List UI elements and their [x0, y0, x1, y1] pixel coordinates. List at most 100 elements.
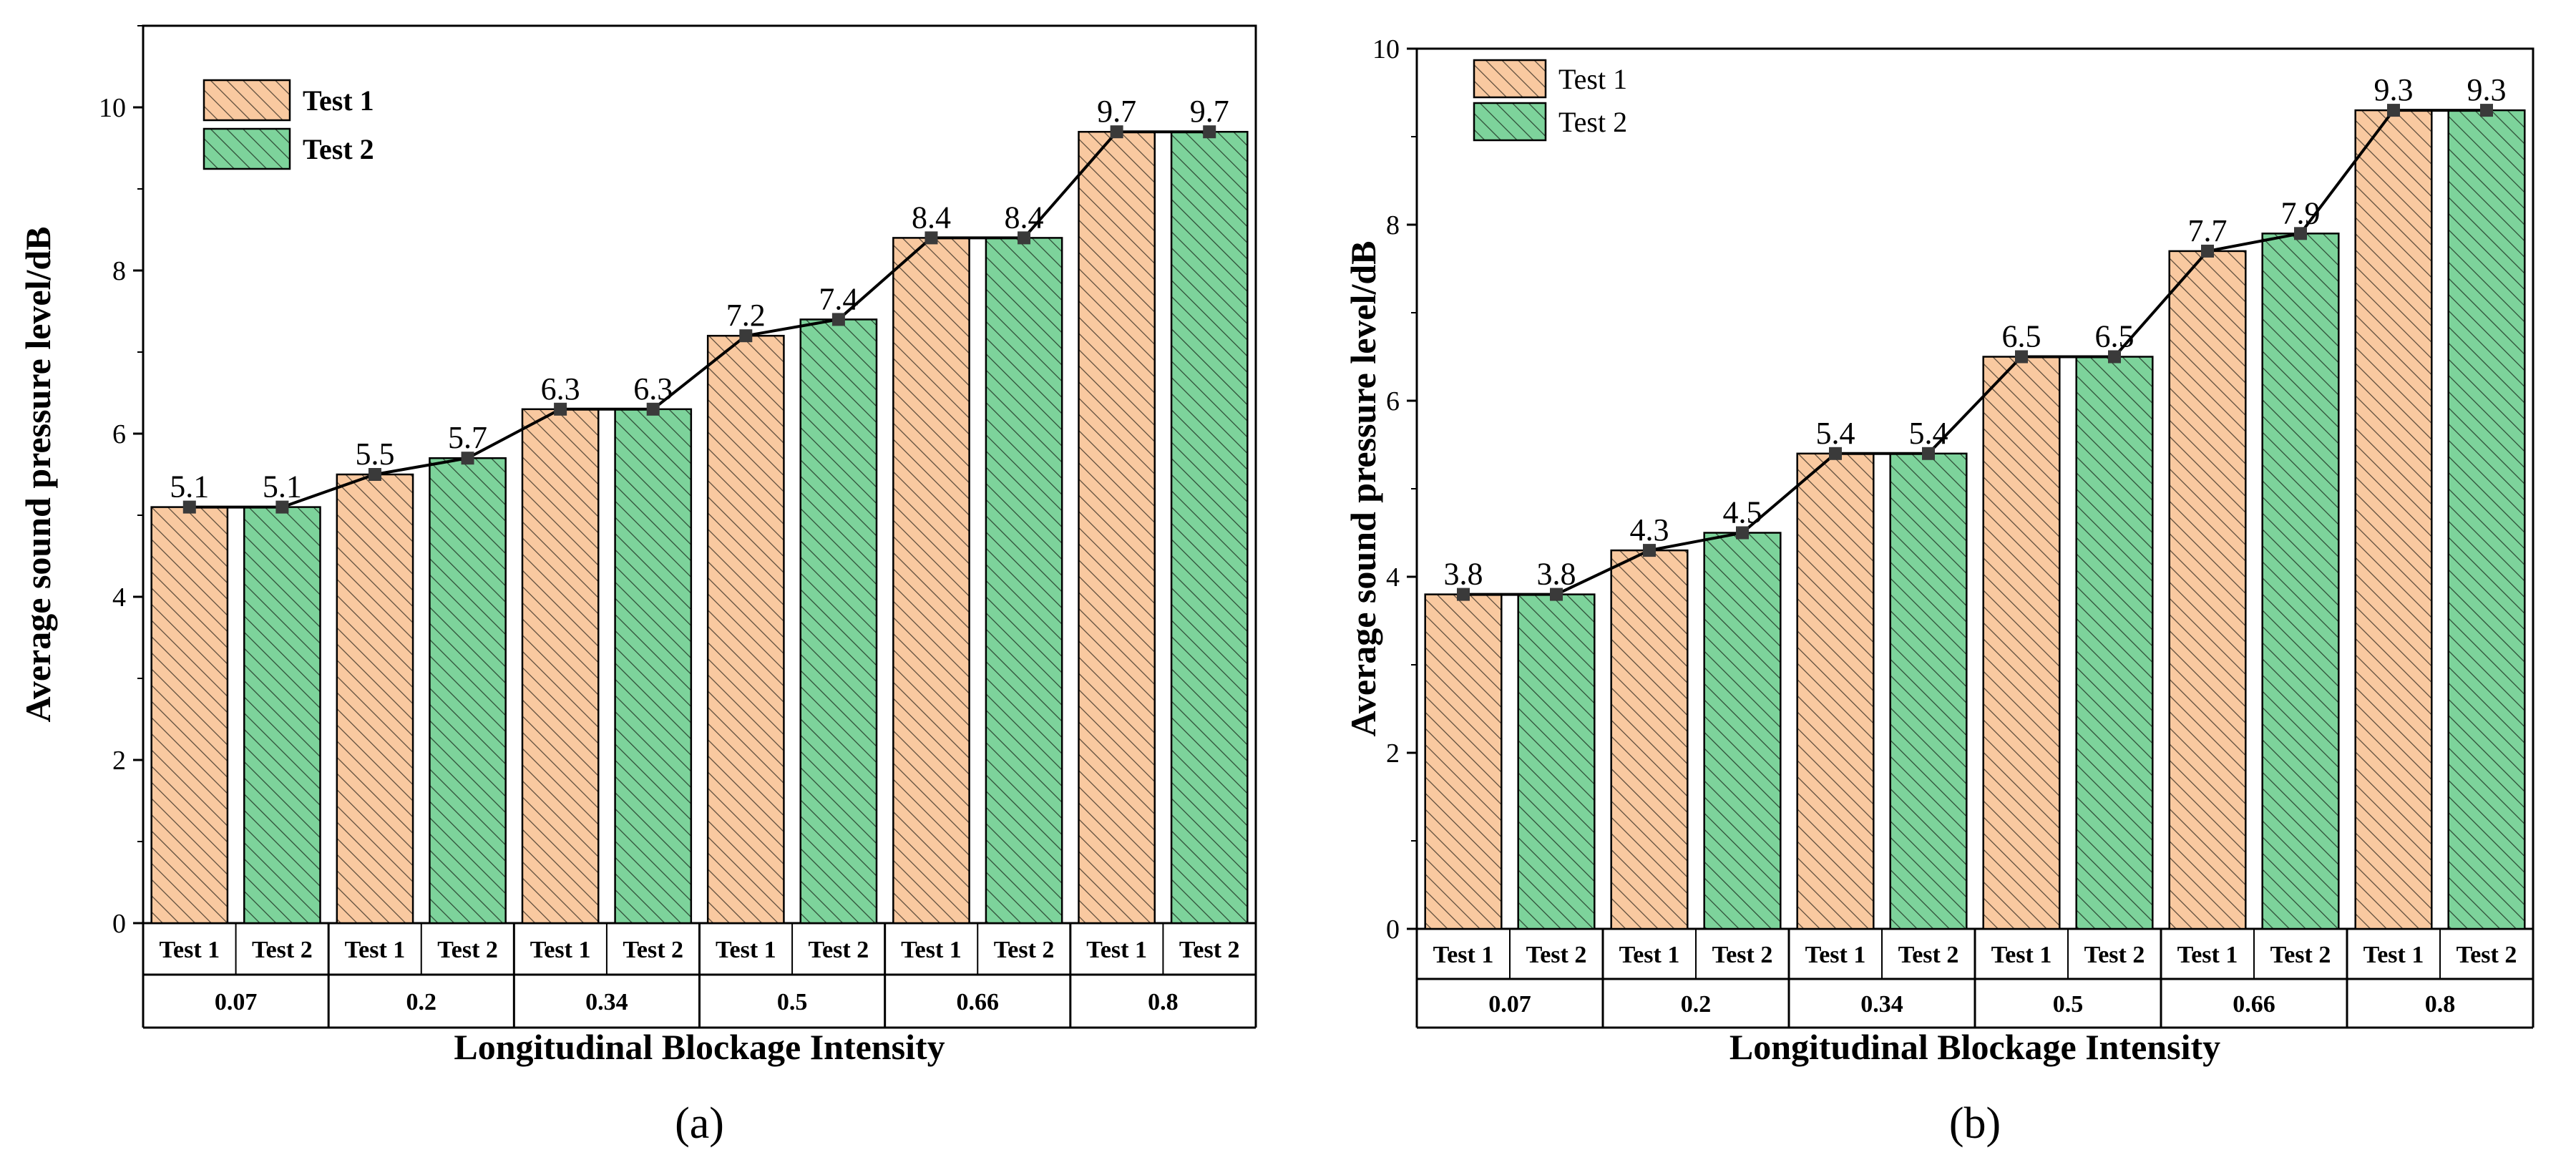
data-label: 5.1	[170, 469, 209, 504]
bar-test1	[521, 408, 600, 925]
data-label: 5.4	[1816, 416, 1855, 451]
trend-marker	[2480, 104, 2493, 117]
bar-test1	[1982, 356, 2061, 930]
y-tick-label: 2	[112, 746, 126, 776]
bar-test2	[1703, 532, 1782, 930]
x-sub-label: Test 2	[2084, 942, 2145, 968]
data-label: 7.2	[726, 298, 766, 333]
trend-marker	[1457, 588, 1470, 601]
legend-label: Test 2	[1558, 106, 1627, 138]
legend-label: Test 1	[1558, 63, 1627, 95]
trend-marker	[275, 500, 289, 514]
data-label: 7.4	[819, 281, 858, 316]
bar-test2	[1170, 130, 1249, 925]
bar-test2	[429, 457, 507, 925]
chart-panel-b: 0 2 4 6 8 10 Average sound pressure level/dB 3.…	[1343, 34, 2534, 1148]
x-category-label: 0.2	[1681, 991, 1712, 1018]
x-sub-label: Test 2	[437, 937, 498, 963]
data-label: 9.7	[1097, 94, 1136, 129]
legend-label: Test 2	[303, 133, 374, 165]
legend-swatch-test1	[1473, 59, 1547, 99]
x-category-label: 0.2	[406, 989, 437, 1015]
x-sub-label: Test 2	[809, 937, 869, 963]
x-sub-label: Test 2	[1179, 937, 1240, 963]
data-label: 6.3	[541, 371, 580, 406]
data-label: 4.3	[1630, 512, 1669, 547]
trend-marker	[2108, 350, 2121, 364]
y-tick-label: 6	[1386, 386, 1400, 416]
data-label: 5.4	[1909, 416, 1948, 451]
y-axis-title: Average sound pressure level/dB	[18, 226, 58, 722]
x-sub-label: Test 2	[1898, 942, 1959, 968]
y-tick-label: 10	[99, 93, 126, 123]
x-sub-label: Test 2	[994, 937, 1055, 963]
bar-test1	[2354, 109, 2433, 930]
bar-test1	[1078, 130, 1156, 925]
x-category-label: 0.66	[957, 989, 1000, 1015]
data-label: 8.4	[912, 200, 951, 235]
y-tick-label: 4	[1386, 562, 1400, 593]
x-sub-label: Test 1	[1433, 942, 1494, 968]
bar-test1	[150, 506, 229, 925]
trend-marker	[646, 402, 660, 416]
x-sub-label: Test 1	[901, 937, 962, 963]
x-category-label: 0.8	[2425, 991, 2456, 1018]
trend-marker	[2201, 244, 2214, 258]
x-category-label: 0.07	[1488, 991, 1531, 1018]
bar-test2	[2261, 233, 2340, 930]
x-sub-label: Test 2	[1526, 942, 1587, 968]
x-sub-label: Test 1	[2363, 942, 2424, 968]
y-tick-label: 2	[1386, 739, 1400, 769]
trend-marker	[924, 231, 938, 245]
panel-label: (b)	[1949, 1099, 2001, 1148]
trend-line	[189, 130, 1210, 509]
panel-label: (a)	[675, 1099, 724, 1148]
data-label: 6.5	[2095, 319, 2135, 354]
data-label: 6.3	[633, 371, 673, 406]
data-label: 3.8	[1537, 557, 1576, 592]
trend-line	[1463, 109, 2487, 596]
x-axis-title: Longitudinal Blockage Intensity	[1729, 1027, 2220, 1067]
data-label: 9.3	[2374, 72, 2414, 107]
x-sub-label: Test 1	[1805, 942, 1866, 968]
x-sub-label: Test 2	[623, 937, 683, 963]
data-label: 5.1	[263, 469, 302, 504]
x-sub-label: Test 1	[345, 937, 406, 963]
data-label: 9.3	[2467, 72, 2507, 107]
trend-marker	[368, 468, 381, 481]
x-axis-title: Longitudinal Blockage Intensity	[454, 1027, 945, 1067]
trend-marker	[554, 402, 567, 416]
bar-test2	[1517, 593, 1596, 930]
x-sub-label: Test 1	[2177, 942, 2238, 968]
trend-marker	[1110, 125, 1123, 139]
trend-marker	[2294, 227, 2307, 240]
bar-test1	[706, 334, 785, 925]
x-sub-label: Test 1	[716, 937, 776, 963]
bar-test1	[1610, 549, 1689, 930]
trend-marker	[739, 329, 753, 343]
bar-test1	[892, 237, 970, 925]
y-tick-label: 8	[112, 256, 126, 286]
data-label: 6.5	[2002, 319, 2041, 354]
trend-marker	[461, 452, 474, 465]
x-sub-label: Test 1	[1086, 937, 1147, 963]
x-sub-label: Test 1	[1991, 942, 2052, 968]
x-sub-label: Test 1	[159, 937, 220, 963]
x-category-label: 0.34	[585, 989, 628, 1015]
y-tick-label: 0	[1386, 915, 1400, 945]
legend-swatch-test2	[1473, 102, 1547, 142]
trend-marker	[1922, 447, 1935, 460]
trend-marker	[182, 500, 196, 514]
data-label: 8.4	[1005, 200, 1044, 235]
y-tick-label: 6	[112, 419, 126, 449]
data-label: 5.5	[355, 437, 394, 472]
legend-swatch-test1	[203, 79, 291, 122]
y-tick-label: 10	[1372, 34, 1400, 64]
trend-marker	[1018, 231, 1031, 245]
data-label: 5.7	[448, 420, 487, 455]
x-category-label: 0.66	[2233, 991, 2275, 1018]
data-label: 4.5	[1723, 495, 1762, 530]
data-label: 7.9	[2281, 195, 2321, 230]
y-tick-label: 8	[1386, 210, 1400, 240]
x-sub-label: Test 1	[530, 937, 591, 963]
